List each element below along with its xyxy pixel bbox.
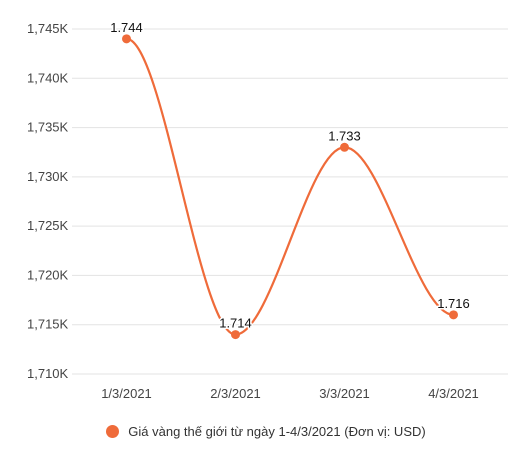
data-label: 1.716 xyxy=(437,296,470,311)
gridlines xyxy=(72,28,508,375)
y-axis-ticks: 1,710K 1,715K 1,720K 1,725K 1,730K 1,735K 1,74… xyxy=(27,21,69,381)
data-point[interactable] xyxy=(340,142,349,152)
data-point[interactable] xyxy=(449,310,458,320)
data-label: 1.744 xyxy=(110,20,143,35)
x-tick-label: 2/3/2021 xyxy=(210,386,261,401)
legend[interactable]: Giá vàng thế giới từ ngày 1-4/3/2021 (Đơ… xyxy=(0,424,532,439)
y-tick-label: 1,745K xyxy=(27,21,69,36)
y-tick-label: 1,740K xyxy=(27,70,69,85)
x-tick-label: 1/3/2021 xyxy=(101,386,152,401)
x-axis-ticks: 1/3/2021 2/3/2021 3/3/2021 4/3/2021 xyxy=(101,386,479,401)
y-tick-label: 1,720K xyxy=(27,267,69,282)
y-tick-label: 1,725K xyxy=(27,218,69,233)
y-tick-label: 1,710K xyxy=(27,366,69,381)
x-tick-label: 4/3/2021 xyxy=(428,386,479,401)
legend-label: Giá vàng thế giới từ ngày 1-4/3/2021 (Đơ… xyxy=(128,424,426,439)
data-point[interactable] xyxy=(122,34,131,44)
legend-marker xyxy=(106,425,120,438)
y-tick-label: 1,735K xyxy=(27,120,69,135)
series xyxy=(122,34,458,340)
y-tick-label: 1,715K xyxy=(27,317,69,332)
data-label: 1.733 xyxy=(328,128,361,143)
y-tick-label: 1,730K xyxy=(27,169,69,184)
data-point[interactable] xyxy=(231,330,240,340)
x-tick-label: 3/3/2021 xyxy=(319,386,370,401)
data-label: 1.714 xyxy=(219,316,252,331)
series-line xyxy=(126,37,454,336)
data-labels: 1.744 1.714 1.733 1.716 xyxy=(109,18,472,332)
